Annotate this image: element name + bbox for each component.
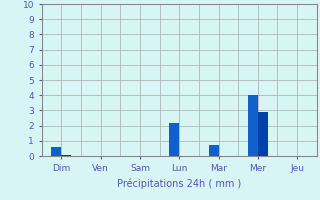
- Bar: [61, 155, 71, 156]
- Bar: [258, 112, 268, 156]
- Bar: [169, 123, 179, 156]
- Bar: [248, 95, 258, 156]
- X-axis label: Précipitations 24h ( mm ): Précipitations 24h ( mm ): [117, 178, 241, 189]
- Bar: [52, 147, 61, 156]
- Bar: [209, 145, 219, 156]
